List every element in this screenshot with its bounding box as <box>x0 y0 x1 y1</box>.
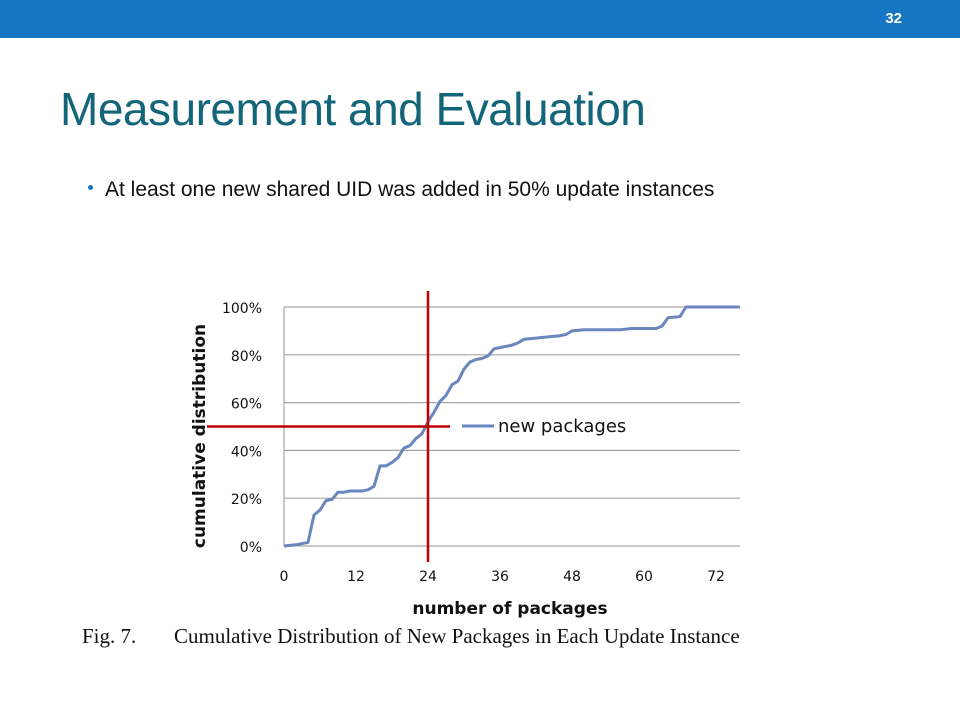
x-tick-label: 72 <box>707 569 725 585</box>
bullet-item: At least one new shared UID was added in… <box>88 178 714 202</box>
legend-label: new packages <box>498 416 626 437</box>
x-tick-label: 48 <box>563 569 581 585</box>
y-tick-label: 80% <box>231 349 262 365</box>
y-tick-label: 40% <box>231 444 262 460</box>
x-tick-label: 12 <box>347 569 365 585</box>
series-line-new-packages <box>283 305 740 548</box>
y-axis-title: cumulative distribution <box>190 324 210 548</box>
figure-caption-text: Cumulative Distribution of New Packages … <box>174 624 740 648</box>
bullet-text: At least one new shared UID was added in… <box>105 178 715 201</box>
y-tick-label: 60% <box>231 397 262 413</box>
figure-number: Fig. 7. <box>82 624 137 648</box>
x-tick-label: 36 <box>491 569 509 585</box>
y-tick-label: 0% <box>240 540 262 556</box>
x-axis-title: number of packages <box>412 599 607 619</box>
x-tick-label: 60 <box>635 569 653 585</box>
top-bar: 32 <box>0 0 960 38</box>
x-tick-label: 0 <box>280 569 289 585</box>
bullet-dot-icon <box>88 184 93 190</box>
cdf-chart: 0% 20% 40% 60% 80% 100% 0 12 24 36 48 60 72 number of… <box>190 291 740 619</box>
y-tick-label: 20% <box>231 492 262 508</box>
y-tick-label: 100% <box>222 301 262 317</box>
figure-caption: Fig. 7. Cumulative Distribution of New Pa… <box>82 624 740 649</box>
slide-number: 32 <box>885 10 902 27</box>
x-tick-label: 24 <box>419 569 437 585</box>
slide-title: Measurement and Evaluation <box>60 83 646 135</box>
